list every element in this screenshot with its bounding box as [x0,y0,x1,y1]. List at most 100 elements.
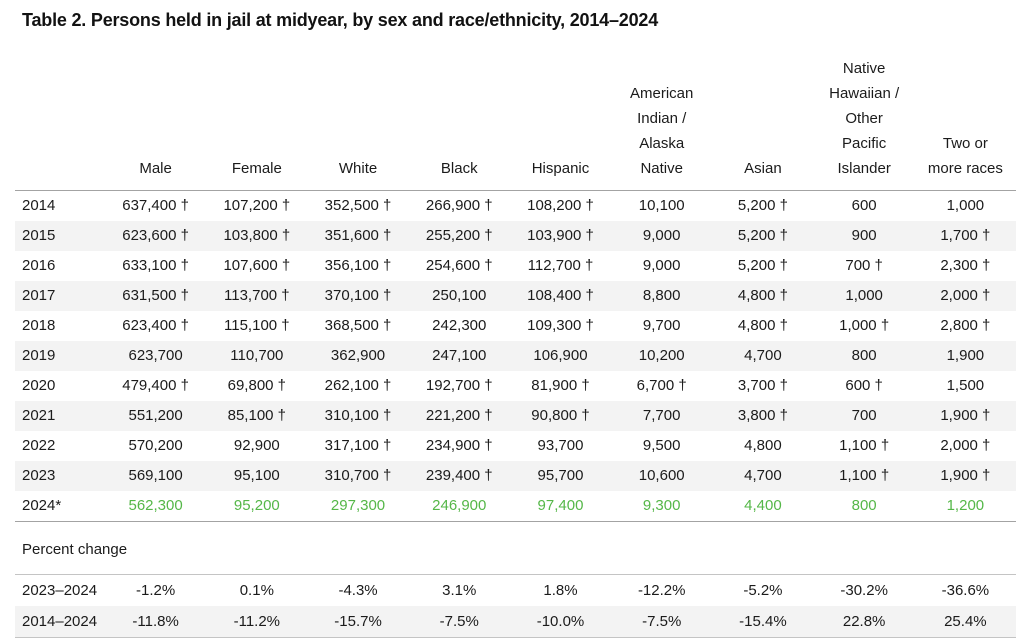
value-cell: 700 † [845,257,883,274]
value-cell: 108,200 † [527,197,594,214]
value-cell: 1,900 [946,347,985,364]
value-cell: 800 [813,491,915,522]
percent-value-cell: -4.3% [307,574,409,606]
table-row: 2016 633,100 † 107,600 † 356,100 † 254,600 †… [15,251,1016,281]
row-label-column-header [15,56,105,191]
percent-value-cell: -5.2% [712,574,814,606]
value-cell: 3,700 † [737,377,788,394]
value-cell: 250,100 [432,287,487,304]
column-header: Female [206,56,308,191]
value-cell: 10,600 [638,467,685,484]
value-cell: 107,200 † [223,197,291,214]
value-cell: 479,400 † [122,377,189,394]
year-cell: 2020 [22,377,56,394]
value-cell: 95,700 [537,467,584,484]
value-cell: 262,100 † [324,377,392,394]
value-cell: 2,800 † [940,317,991,334]
value-cell: 247,100 [432,347,487,364]
table-row: 2020 479,400 † 69,800 † 262,100 † 192,700 † 8… [15,371,1016,401]
value-cell: 317,100 † [324,437,392,454]
value-cell: 107,600 † [223,257,291,274]
value-cell: 1,700 † [940,227,991,244]
value-cell: 246,900 [408,491,510,522]
value-cell: 115,100 † [224,317,290,334]
period-cell: 2014–2024 [15,606,105,638]
column-header: Asian [712,56,814,191]
percent-value-cell: -11.8% [105,606,207,638]
value-cell: 1,000 † [839,317,890,334]
table-row: 2024* 562,300 95,200 297,300 246,900 97,400 9,… [15,491,1016,522]
value-cell: 356,100 † [324,257,392,274]
percent-value-cell: -15.4% [712,606,814,638]
value-cell: 7,700 [642,407,681,424]
value-cell: 2,000 † [940,287,991,304]
year-cell: 2015 [22,227,56,244]
value-cell: 255,200 † [425,227,493,244]
value-cell: 370,100 † [324,287,392,304]
table-row: 2019 623,700 110,700 362,900 247,100 106,900 1… [15,341,1016,371]
value-cell: 1,200 [914,491,1016,522]
percent-change-body: 2023–2024 -1.2% 0.1% -4.3% 3.1% 1.8% -12.2% -5.… [15,574,1016,638]
value-cell: 562,300 [105,491,207,522]
value-cell: 254,600 † [425,257,493,274]
year-cell: 2018 [22,317,56,334]
jail-population-table: Male Female White Black Hispanic American Ind… [15,56,1016,522]
value-cell: 103,800 † [223,227,291,244]
percent-value-cell: 22.8% [813,606,915,638]
percent-value-cell: 25.4% [914,606,1016,638]
value-cell: 9,300 [611,491,713,522]
value-cell: 1,900 † [940,407,991,424]
value-cell: 310,700 † [324,467,392,484]
period-cell: 2023–2024 [15,574,105,606]
value-cell: 8,800 [642,287,681,304]
percent-value-cell: -15.7% [307,606,409,638]
year-cell: 2017 [22,287,56,304]
value-cell: 221,200 † [425,407,493,424]
value-cell: 6,700 † [636,377,687,394]
value-cell: 266,900 † [425,197,493,214]
value-cell: 1,500 [946,377,985,394]
value-cell: 352,500 † [324,197,392,214]
column-header: White [307,56,409,191]
percent-change-row: 2023–2024 -1.2% 0.1% -4.3% 3.1% 1.8% -12.2% -5.… [15,574,1016,606]
percent-value-cell: -12.2% [611,574,713,606]
value-cell: 113,700 † [224,287,290,304]
value-cell: 3,800 † [737,407,788,424]
value-cell: 242,300 [432,317,487,334]
value-cell: 623,700 [128,347,183,364]
value-cell: 570,200 [128,437,183,454]
percent-value-cell: -7.5% [611,606,713,638]
table-row: 2017 631,500 † 113,700 † 370,100 † 250,100 10… [15,281,1016,311]
column-header: Two or more races [914,56,1016,191]
value-cell: 106,900 [533,347,588,364]
value-cell: 600 † [845,377,883,394]
value-cell: 69,800 † [227,377,287,394]
value-cell: 297,300 [307,491,409,522]
value-cell: 85,100 † [227,407,287,424]
value-cell: 81,900 † [531,377,590,394]
value-cell: 637,400 † [122,197,189,214]
value-cell: 700 [851,407,877,424]
value-cell: 1,000 [845,287,883,304]
value-cell: 623,600 † [122,227,189,244]
value-cell: 4,800 † [737,287,788,304]
value-cell: 109,300 † [527,317,594,334]
value-cell: 10,200 [638,347,685,364]
year-cell: 2024* [15,491,105,522]
value-cell: 1,900 † [940,467,991,484]
value-cell: 4,700 [744,467,782,484]
value-cell: 90,800 † [531,407,590,424]
value-cell: 9,700 [642,317,681,334]
year-cell: 2016 [22,257,56,274]
year-cell: 2023 [22,467,56,484]
percent-change-row: 2014–2024 -11.8% -11.2% -15.7% -7.5% -10.0% -7… [15,606,1016,638]
value-cell: 310,100 † [324,407,392,424]
table-row: 2015 623,600 † 103,800 † 351,600 † 255,200 †… [15,221,1016,251]
value-cell: 1,000 [946,197,985,214]
value-cell: 5,200 † [737,197,788,214]
value-cell: 10,100 [638,197,685,214]
value-cell: 362,900 [330,347,386,364]
value-cell: 5,200 † [737,257,788,274]
percent-value-cell: 0.1% [206,574,308,606]
